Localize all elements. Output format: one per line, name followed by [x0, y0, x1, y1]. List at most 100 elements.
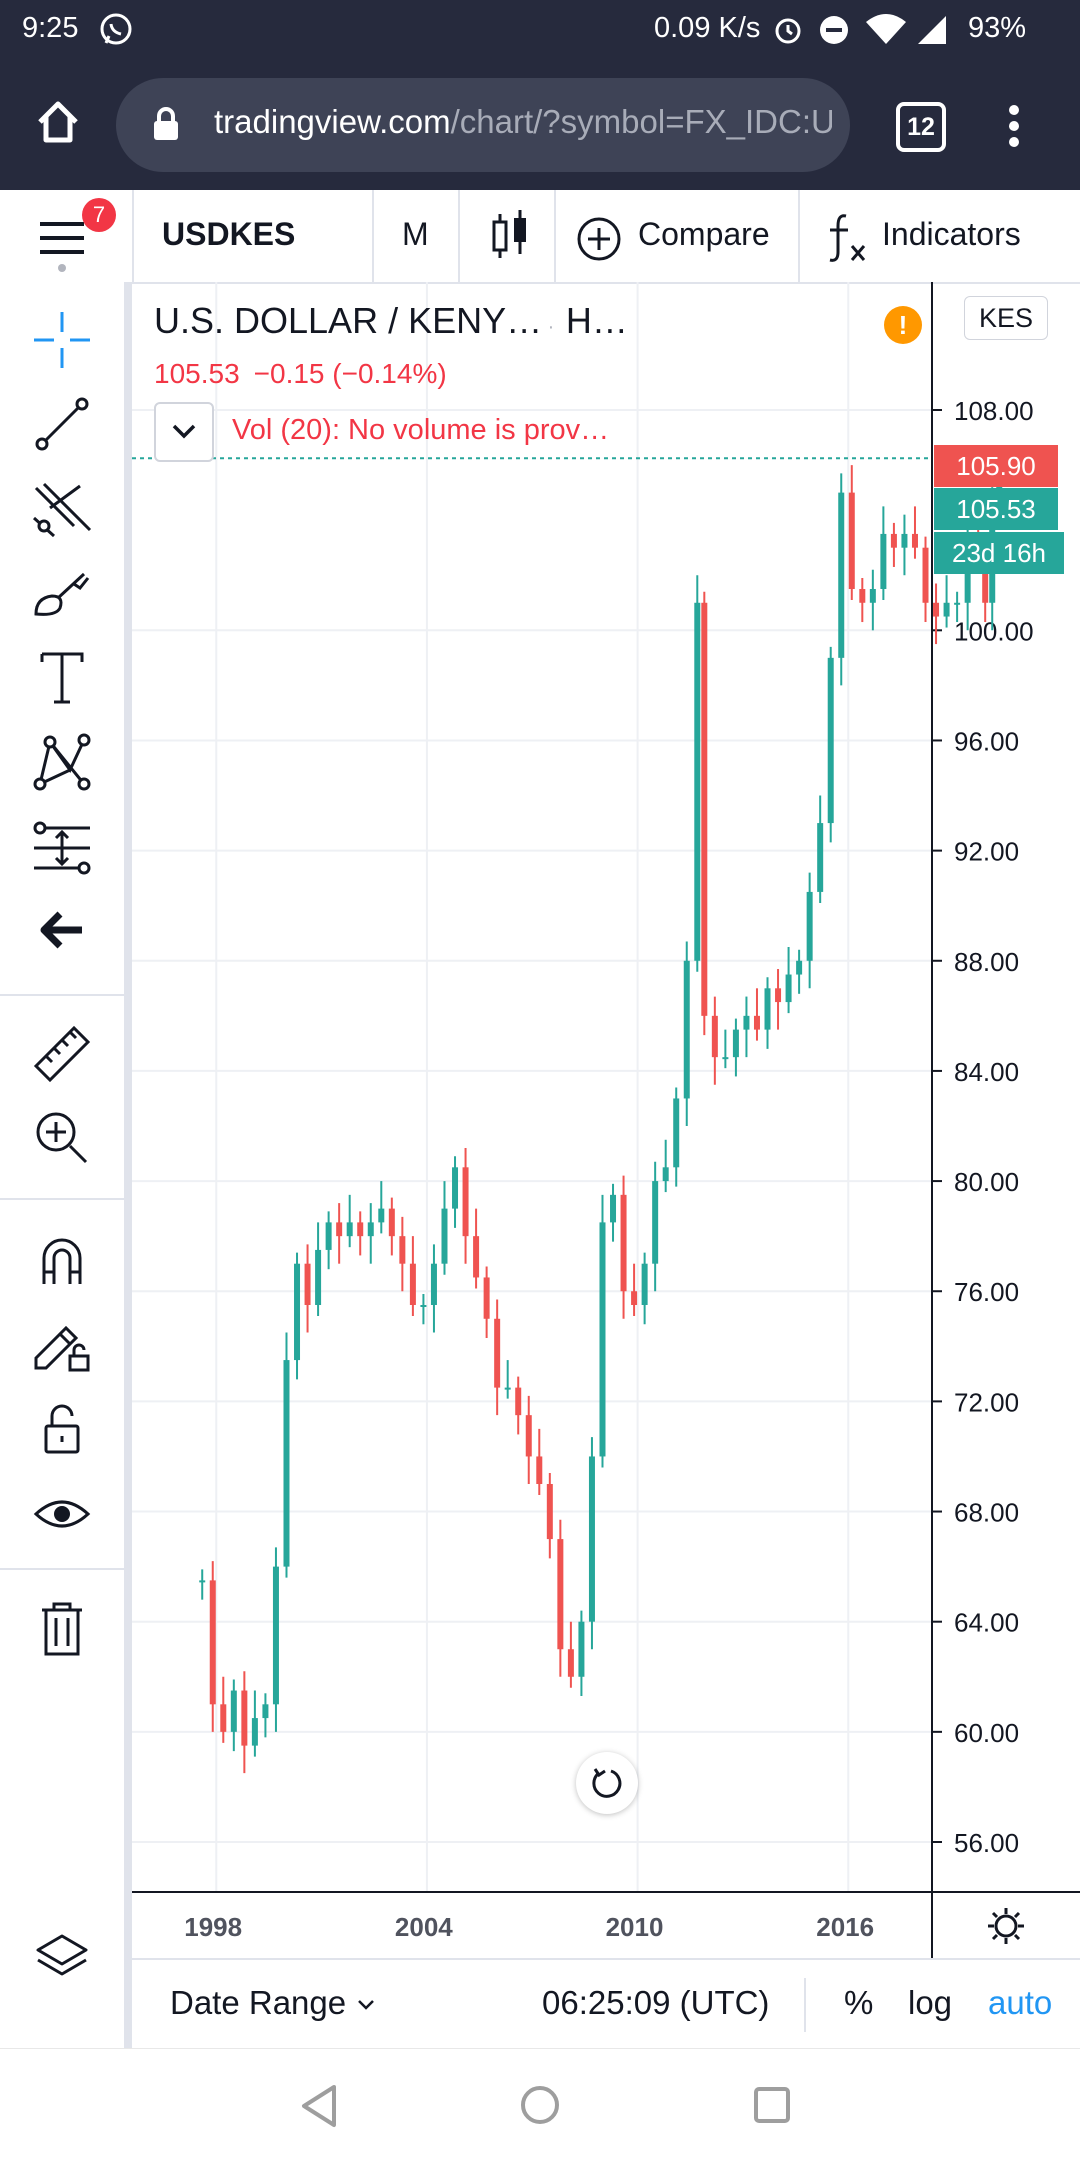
eye-icon[interactable]	[30, 1482, 94, 1546]
candle-body	[943, 602, 950, 617]
function-fx-icon[interactable]	[824, 210, 868, 266]
currency-label[interactable]: KES	[964, 296, 1048, 340]
candle-body	[346, 1222, 353, 1237]
signal-icon	[918, 16, 946, 44]
y-tick-label: 56.00	[954, 1828, 1019, 1858]
home-icon[interactable]	[34, 98, 82, 146]
unlock-icon[interactable]	[30, 1396, 94, 1460]
candle-body	[722, 1057, 729, 1060]
lock-drawing-icon[interactable]	[30, 1312, 94, 1376]
log-scale-toggle[interactable]: log	[908, 1984, 953, 2021]
pattern-icon[interactable]	[30, 730, 94, 794]
y-tick-label: 80.00	[954, 1167, 1019, 1197]
y-tick-label: 108.00	[954, 396, 1034, 426]
candle-body	[880, 533, 887, 589]
more-menu-icon[interactable]	[1000, 102, 1028, 150]
nav-back-icon[interactable]	[298, 2083, 340, 2129]
date-range-button[interactable]: Date Range	[170, 1984, 376, 2022]
utc-clock[interactable]: 06:25:09 (UTC)	[542, 1984, 770, 2021]
candle-body	[494, 1318, 501, 1388]
legend-collapse-button[interactable]	[154, 402, 214, 462]
candle-body	[220, 1704, 227, 1732]
trash-icon[interactable]	[30, 1596, 94, 1660]
layers-icon[interactable]	[30, 1926, 94, 1990]
brush-icon[interactable]	[30, 562, 94, 626]
crosshair-icon[interactable]	[30, 308, 94, 372]
reset-chart-button[interactable]	[576, 1752, 638, 1814]
status-bar: 9:25 0.09 K/s 93%	[0, 0, 1080, 58]
candle-body	[336, 1222, 343, 1237]
y-tick-label: 84.00	[954, 1057, 1019, 1087]
status-time: 9:25	[22, 12, 79, 44]
candle-body	[325, 1222, 332, 1250]
volume-indicator-legend[interactable]: Vol (20): No volume is prov…	[232, 414, 610, 446]
candle-body	[452, 1167, 459, 1209]
toolbar-divider	[798, 190, 800, 282]
x-tick-label: 1998	[184, 1912, 242, 1942]
notification-badge: 7	[82, 198, 116, 232]
candle-body	[241, 1690, 248, 1746]
address-bar[interactable]: tradingview.com/chart/?symbol=FX_IDC:U	[116, 78, 850, 172]
nav-home-icon[interactable]	[518, 2083, 562, 2127]
settings-gear-icon[interactable]	[986, 1906, 1026, 1946]
text-tool-icon[interactable]	[30, 646, 94, 710]
candle-body	[251, 1718, 258, 1746]
candle-body	[954, 602, 961, 605]
candle-body	[711, 1015, 718, 1058]
y-tick-label: 92.00	[954, 837, 1019, 867]
add-compare-icon[interactable]	[576, 216, 622, 262]
candle-body	[859, 589, 866, 603]
compare-button[interactable]: Compare	[638, 216, 770, 252]
pitchfork-icon[interactable]	[30, 478, 94, 542]
candle-body	[933, 602, 940, 617]
hamburger-menu-icon[interactable]	[38, 218, 86, 258]
magnet-icon[interactable]	[30, 1228, 94, 1292]
candle-body	[357, 1222, 364, 1237]
date-range-label: Date Range	[170, 1984, 347, 2021]
candle-body	[694, 602, 701, 961]
candle-body	[922, 547, 929, 603]
y-tick-label: 96.00	[954, 726, 1019, 756]
trend-line-icon[interactable]	[30, 392, 94, 456]
interval-button[interactable]: M	[402, 216, 429, 252]
chart-toolbar: 7 USDKES M Compare Indicators	[0, 190, 1080, 284]
candle-body	[732, 1029, 739, 1058]
url-host: tradingview.com	[214, 103, 451, 140]
candle-body	[827, 657, 834, 824]
toolbar-divider	[372, 190, 374, 282]
symbol-button[interactable]: USDKES	[162, 216, 296, 252]
candle-body	[399, 1236, 406, 1264]
chart-interval-label: H…	[565, 300, 628, 341]
percent-scale-toggle[interactable]: %	[844, 1984, 874, 2021]
candle-style-icon[interactable]	[490, 206, 530, 266]
candle-body	[515, 1387, 522, 1416]
ruler-icon[interactable]	[30, 1022, 94, 1086]
reset-icon	[592, 1768, 622, 1798]
candle-body	[272, 1566, 279, 1705]
back-arrow-icon[interactable]	[30, 898, 94, 962]
tab-switcher-button[interactable]: 12	[896, 102, 946, 152]
bar-countdown-tag: 23d 16h	[934, 532, 1064, 574]
toolbar-divider	[0, 1198, 124, 1200]
last-price: 105.53	[154, 358, 240, 389]
bottom-divider	[804, 1978, 806, 2032]
x-tick-label: 2016	[816, 1912, 874, 1942]
legend-title: U.S. DOLLAR / KENY… · H…	[154, 300, 628, 341]
nav-recents-icon[interactable]	[752, 2085, 792, 2125]
auto-scale-toggle[interactable]: auto	[988, 1984, 1053, 2021]
toolbar-divider	[554, 190, 556, 282]
drawing-toolbar	[0, 282, 124, 2048]
forecast-measure-icon[interactable]	[30, 816, 94, 880]
candle-body	[683, 960, 690, 1099]
indicators-button[interactable]: Indicators	[882, 216, 1021, 252]
warning-icon[interactable]: !	[884, 306, 922, 344]
candle-body	[367, 1222, 374, 1237]
dnd-icon	[820, 16, 848, 44]
price-chart[interactable]: 56.00 60.00 64.00 68.00 72.00 76.00 80.00 84.00…	[132, 282, 1080, 1958]
y-tick-label: 68.00	[954, 1498, 1019, 1528]
candle-body	[473, 1236, 480, 1278]
candle-body	[753, 1015, 760, 1030]
chevron-down-icon	[172, 424, 196, 439]
zoom-in-icon[interactable]	[30, 1106, 94, 1170]
battery-level: 93%	[968, 12, 1027, 44]
